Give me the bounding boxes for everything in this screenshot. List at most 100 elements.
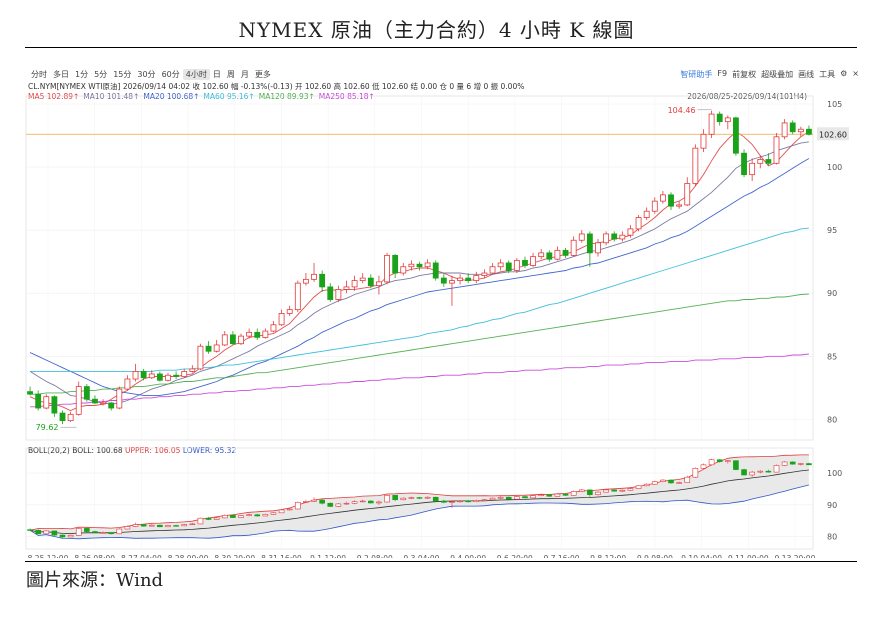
boll-candle-body-53 bbox=[457, 500, 463, 503]
period-4[interactable]: 15分 bbox=[113, 70, 132, 79]
boll-candle-body-15 bbox=[148, 524, 155, 527]
close-icon[interactable]: × bbox=[852, 69, 859, 78]
period-5[interactable]: 30分 bbox=[137, 70, 156, 79]
candle-body-63 bbox=[538, 252, 545, 258]
candle-body-9 bbox=[100, 402, 106, 405]
boll-candle-body-94 bbox=[789, 461, 796, 465]
candle-body-67 bbox=[570, 239, 577, 256]
boll-candle-body-40 bbox=[351, 501, 358, 504]
ma-line-ma250 bbox=[30, 353, 809, 408]
period-11[interactable]: 更多 bbox=[254, 70, 271, 79]
candle-body-77 bbox=[651, 200, 658, 212]
candle-body-25 bbox=[229, 334, 236, 345]
boll-candle-body-8 bbox=[92, 531, 98, 533]
period-8[interactable]: 日 bbox=[212, 70, 221, 79]
ma-line-ma60 bbox=[30, 227, 809, 372]
boll-candle-body-4 bbox=[59, 534, 66, 538]
gear-icon[interactable]: ⚙ bbox=[840, 69, 848, 78]
tool-4[interactable]: 画线 bbox=[798, 70, 815, 79]
boll-candle-body-84 bbox=[708, 459, 715, 466]
x-tick-5: 8.31 16:00 bbox=[261, 554, 302, 558]
boll-candle-body-80 bbox=[676, 482, 682, 484]
boll-candle-body-54 bbox=[465, 500, 471, 503]
candlestick-chart[interactable]: 80 85 90 95 100 105 80 90 100 8.25 12:00 8.26 08:0… bbox=[20, 58, 852, 558]
boll-candle-body-17 bbox=[165, 525, 171, 528]
period-9[interactable]: 周 bbox=[226, 70, 235, 79]
period-7[interactable]: 4小时 bbox=[182, 69, 210, 80]
boll-legend: BOLL(20,2) BOLL: 100.68 UPPER: 106.05 LO… bbox=[28, 446, 236, 455]
period-6[interactable]: 60分 bbox=[161, 70, 180, 79]
boll-candle-body-1 bbox=[35, 529, 41, 535]
x-tick-15: 9.11 00:00 bbox=[728, 554, 769, 558]
boll-candle-body-23 bbox=[213, 517, 220, 520]
candle-body-88 bbox=[741, 152, 747, 176]
candle-body-92 bbox=[773, 136, 780, 164]
candle-body-15 bbox=[148, 373, 155, 379]
tool-1[interactable]: F9 bbox=[717, 69, 728, 78]
candle-body-12 bbox=[124, 378, 131, 390]
ma-line-ma5 bbox=[29, 131, 810, 412]
boll-candle-body-21 bbox=[197, 517, 204, 525]
boll-candle-body-93 bbox=[781, 461, 788, 466]
page-title: NYMEX 原油（主力合約）4 小時 K 線圖 bbox=[238, 18, 635, 42]
y-tick-5: 105 bbox=[827, 100, 842, 109]
boll-candle-body-69 bbox=[587, 489, 593, 495]
x-tick-9: 9.4 00:00 bbox=[450, 554, 486, 558]
boll-lower-line bbox=[29, 484, 809, 540]
candle-body-43 bbox=[376, 281, 382, 287]
boll-candle-body-79 bbox=[668, 479, 674, 484]
period-2[interactable]: 1分 bbox=[75, 70, 89, 79]
candle-body-81 bbox=[684, 183, 691, 206]
title-rule bbox=[25, 47, 857, 48]
candle-body-6 bbox=[75, 386, 82, 415]
candle-body-17 bbox=[165, 374, 171, 381]
candle-body-37 bbox=[327, 286, 334, 300]
candle-body-51 bbox=[440, 277, 447, 284]
current-price-tag bbox=[817, 127, 849, 141]
candle-body-53 bbox=[457, 277, 463, 282]
period-10[interactable]: 月 bbox=[240, 70, 249, 79]
boll-candle-body-13 bbox=[132, 524, 139, 527]
x-tick-6: 9.1 12:00 bbox=[310, 554, 346, 558]
boll-candle-body-16 bbox=[157, 524, 163, 528]
boll-candle-body-32 bbox=[286, 508, 293, 511]
tool-3[interactable]: 超级叠加 bbox=[761, 70, 794, 79]
candle-body-64 bbox=[546, 252, 553, 260]
boll-y-tick-0: 80 bbox=[827, 533, 837, 542]
tool-5[interactable]: 工具 bbox=[819, 70, 836, 79]
candle-body-19 bbox=[181, 371, 188, 377]
boll-candle-body-31 bbox=[278, 509, 285, 514]
x-tick-14: 9.10 04:00 bbox=[681, 554, 722, 558]
candle-body-2 bbox=[43, 396, 50, 409]
boll-candle-body-37 bbox=[327, 502, 334, 507]
tool-2[interactable]: 前复权 bbox=[732, 70, 757, 79]
boll-candle-body-43 bbox=[376, 501, 382, 504]
tool-toolbar: 智研助手 F9 前复权 超级叠加 画线 工具 ⚙ × bbox=[680, 69, 859, 80]
boll-candle-body-89 bbox=[749, 471, 755, 476]
boll-candle-body-52 bbox=[449, 501, 455, 503]
candle-body-82 bbox=[692, 147, 699, 184]
candle-body-26 bbox=[238, 335, 244, 345]
boll-frame bbox=[25, 447, 814, 550]
candle-body-91 bbox=[765, 159, 772, 164]
candle-body-89 bbox=[749, 162, 756, 176]
period-1[interactable]: 多日 bbox=[53, 70, 69, 79]
boll-candle-body-35 bbox=[311, 499, 317, 502]
candle-body-4 bbox=[59, 412, 66, 422]
boll-candle-body-5 bbox=[67, 535, 74, 538]
boll-candle-body-34 bbox=[303, 501, 309, 503]
boll-candle-body-33 bbox=[294, 502, 301, 510]
candle-body-31 bbox=[278, 313, 285, 326]
tool-0[interactable]: 智研助手 bbox=[680, 70, 713, 79]
period-0[interactable]: 分时 bbox=[31, 70, 47, 79]
candle-body-72 bbox=[611, 233, 618, 240]
period-3[interactable]: 5分 bbox=[94, 70, 108, 79]
ma-label-0: MA5 102.89↑ bbox=[28, 92, 80, 101]
candle-body-1 bbox=[35, 393, 42, 409]
candle-body-73 bbox=[619, 234, 626, 240]
ma-legend: MA5 102.89↑ MA10 101.48↑ MA20 100.68↑ MA60 … bbox=[28, 92, 379, 101]
candle-body-58 bbox=[497, 262, 504, 268]
boll-candle-body-85 bbox=[716, 459, 723, 462]
boll-candle-body-67 bbox=[570, 491, 577, 496]
ma-label-4: MA120 89.93↑ bbox=[258, 92, 315, 101]
